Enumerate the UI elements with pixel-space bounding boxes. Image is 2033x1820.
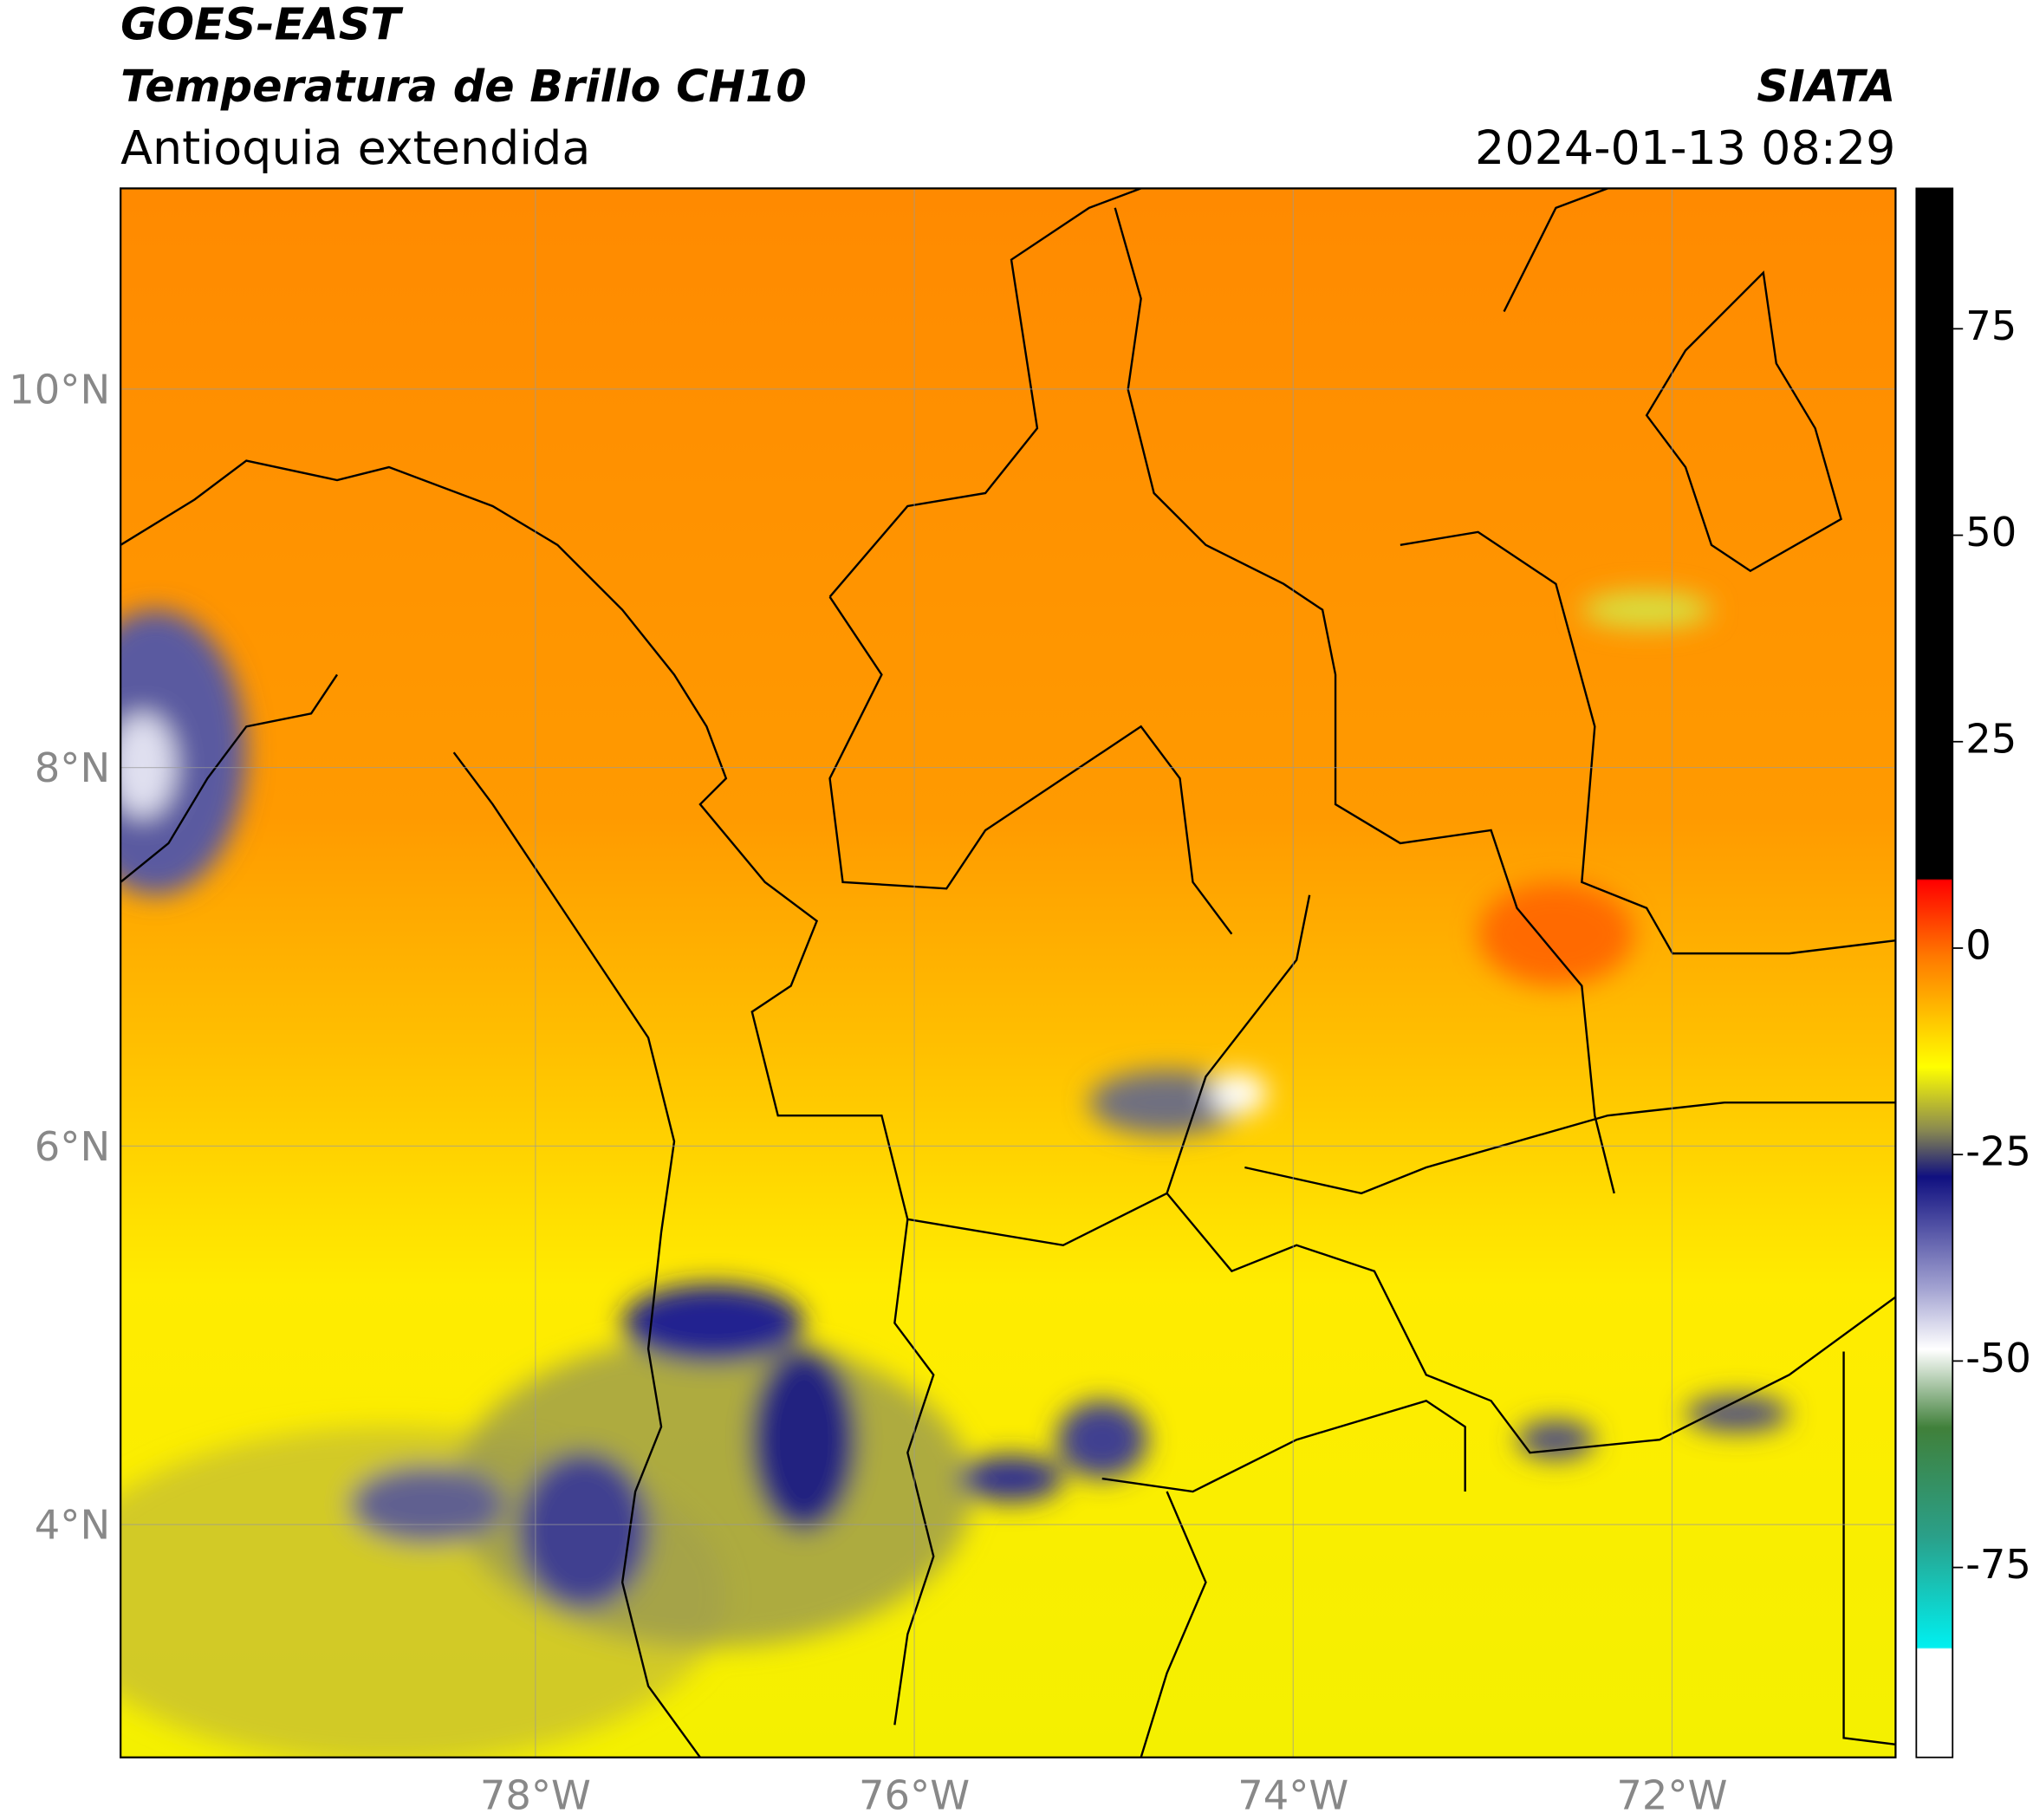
y-tick-label: 8°N <box>35 744 110 791</box>
colorbar-tick-label: 75 <box>1965 302 2017 349</box>
colorbar-tick-label: 25 <box>1965 715 2017 762</box>
cloud-field <box>120 591 1789 1758</box>
map-frame <box>120 187 1897 1758</box>
colorbar <box>1915 187 1954 1758</box>
x-tick-label: 78°W <box>480 1772 591 1819</box>
source-label: SIATA <box>1757 61 1895 112</box>
x-tick-label: 76°W <box>859 1772 970 1819</box>
colorbar-tick-label: -25 <box>1965 1128 2031 1175</box>
colorbar-tick-label: -50 <box>1965 1335 2031 1381</box>
y-tick-label: 4°N <box>35 1502 110 1549</box>
colorbar-tick-label: -75 <box>1965 1541 2031 1588</box>
satellite-title: GOES-EAST <box>120 0 404 49</box>
x-tick-label: 74°W <box>1237 1772 1348 1819</box>
colorbar-tick-label: 0 <box>1965 921 1991 968</box>
colorbar-tick-label: 50 <box>1965 509 2017 556</box>
map <box>120 188 1896 1758</box>
product-title: Temperatura de Brillo CH10 <box>120 61 807 112</box>
region-subtitle: Antioquia extendida <box>120 120 590 175</box>
y-tick-label: 10°N <box>9 366 110 413</box>
boundaries <box>120 188 1896 1758</box>
x-tick-label: 72°W <box>1616 1772 1727 1819</box>
y-tick-label: 6°N <box>35 1123 110 1170</box>
datetime-label: 2024-01-13 08:29 <box>1475 120 1895 175</box>
